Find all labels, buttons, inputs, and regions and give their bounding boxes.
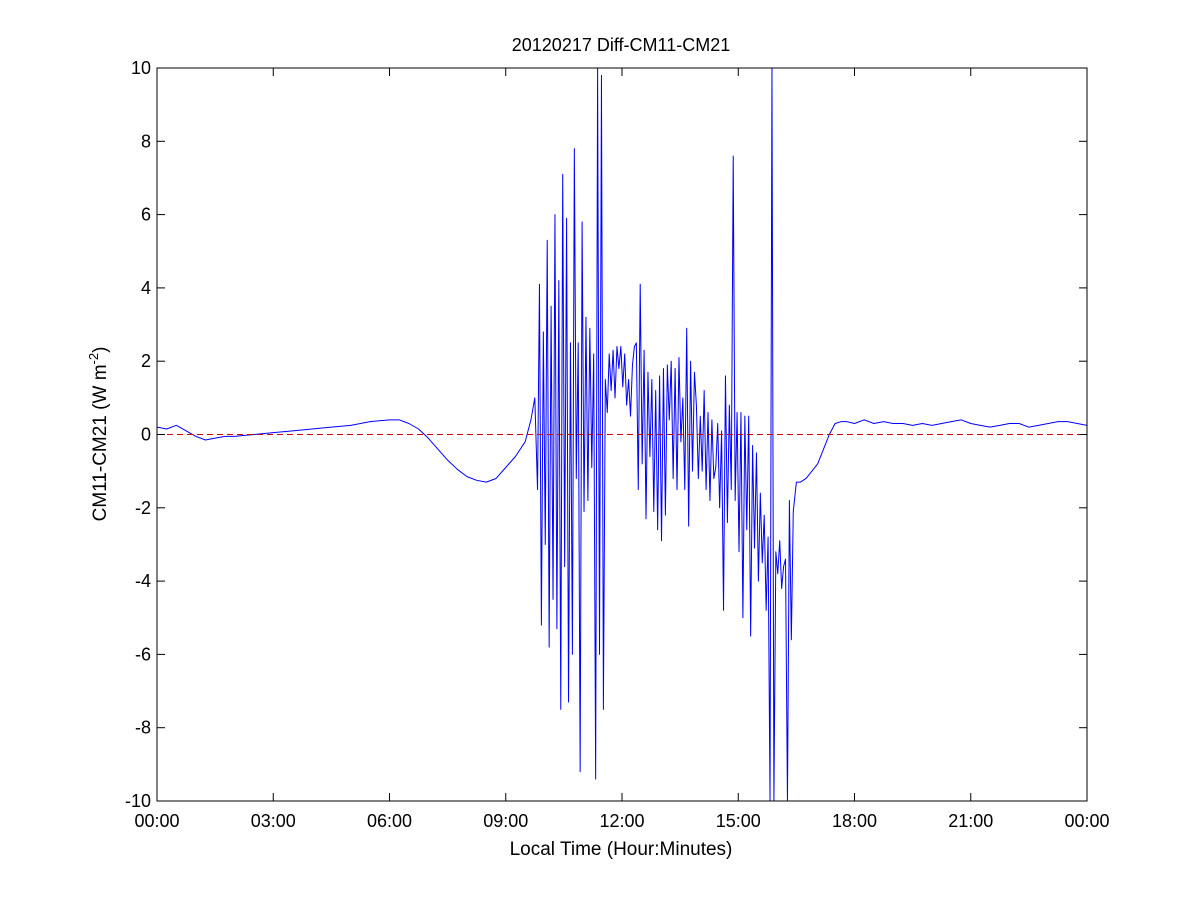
x-tick-label: 03:00 xyxy=(251,811,296,831)
x-tick-label: 00:00 xyxy=(1064,811,1109,831)
y-tick-label: -2 xyxy=(135,498,151,518)
x-tick-label: 18:00 xyxy=(832,811,877,831)
y-tick-label: 4 xyxy=(141,278,151,298)
x-tick-label: 06:00 xyxy=(367,811,412,831)
y-tick-label: 0 xyxy=(141,425,151,445)
y-axis-ticks: -10 -8 -6 -4 -2 0 2 4 6 8 10 xyxy=(125,58,1087,811)
y-tick-label: -6 xyxy=(135,644,151,664)
x-tick-label: 00:00 xyxy=(134,811,179,831)
x-tick-label: 09:00 xyxy=(483,811,528,831)
x-tick-label: 12:00 xyxy=(599,811,644,831)
y-tick-label: 6 xyxy=(141,205,151,225)
x-axis-ticks: 00:00 03:00 06:00 09:00 12:00 15:00 18:00 21:00… xyxy=(134,68,1110,831)
y-axis-label-suffix: ) xyxy=(90,347,111,353)
y-tick-label: -10 xyxy=(125,791,151,811)
x-tick-label: 15:00 xyxy=(716,811,761,831)
x-axis-label: Local Time (Hour:Minutes) xyxy=(510,839,733,860)
y-tick-label: 8 xyxy=(141,131,151,151)
y-axis-label-main: CM11-CM21 (W m xyxy=(90,364,111,521)
y-axis-label: CM11-CM21 (W m-2) xyxy=(86,347,111,522)
y-tick-label: -4 xyxy=(135,571,151,591)
x-tick-label: 21:00 xyxy=(948,811,993,831)
y-tick-label: -8 xyxy=(135,718,151,738)
series-line-0 xyxy=(157,68,1087,801)
y-tick-label: 2 xyxy=(141,351,151,371)
series-layer xyxy=(157,68,1087,801)
y-tick-label: 10 xyxy=(131,58,151,78)
y-axis-label-superscript: -2 xyxy=(86,353,101,365)
chart-title: 20120217 Diff-CM11-CM21 xyxy=(512,35,730,55)
